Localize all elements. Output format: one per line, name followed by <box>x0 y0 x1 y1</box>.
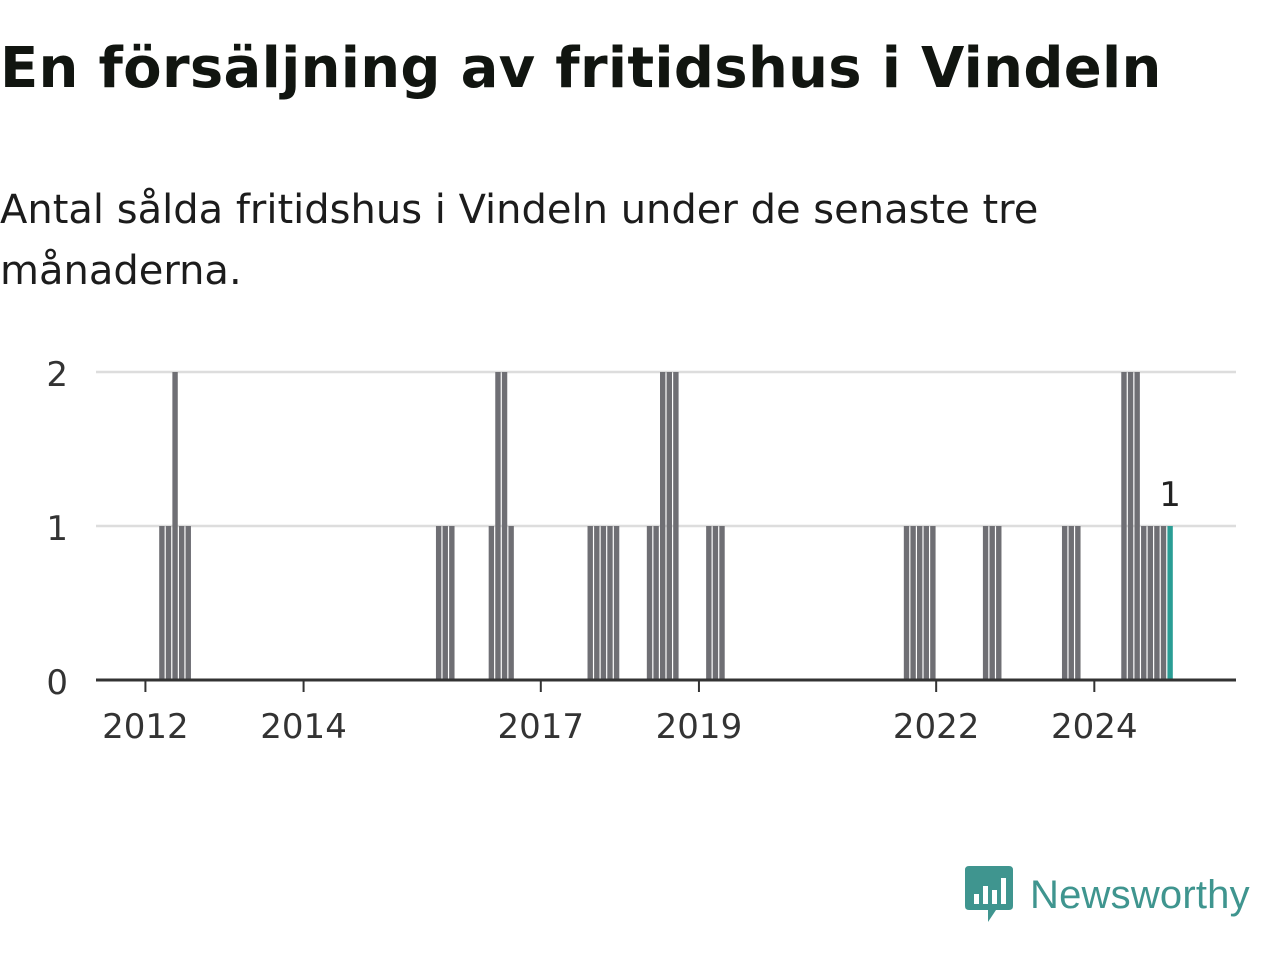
bar <box>1068 526 1074 680</box>
bar <box>989 526 995 680</box>
bar <box>673 372 679 680</box>
bar <box>916 526 923 680</box>
x-tick-label: 2017 <box>498 707 585 747</box>
bar <box>646 526 653 680</box>
bar <box>495 372 501 680</box>
x-tick-label: 2022 <box>893 707 980 747</box>
bar <box>607 526 613 680</box>
bar <box>653 526 659 680</box>
bar <box>508 526 514 680</box>
bar <box>594 526 600 680</box>
x-tick-label: 2012 <box>102 707 189 747</box>
bar <box>185 526 191 680</box>
bar <box>449 526 455 680</box>
bar <box>1154 526 1160 680</box>
newsworthy-logo-icon <box>965 866 1013 922</box>
bar <box>172 372 178 680</box>
bar <box>613 526 620 680</box>
bar <box>982 526 989 680</box>
bar <box>159 526 165 680</box>
bar <box>442 526 448 680</box>
bar <box>1075 526 1081 680</box>
bar <box>501 372 508 680</box>
x-tick-label: 2019 <box>656 707 743 747</box>
bar <box>706 526 712 680</box>
bar <box>719 526 725 680</box>
brand-name: Newsworthy <box>1030 872 1250 917</box>
x-tick-label: 2024 <box>1051 707 1138 747</box>
bar <box>587 526 593 680</box>
bar <box>1160 526 1167 680</box>
bar <box>1147 526 1154 680</box>
bar <box>435 526 442 680</box>
bar <box>1134 372 1140 680</box>
bar <box>1167 526 1173 680</box>
bar <box>178 526 185 680</box>
y-tick-label: 0 <box>46 663 68 703</box>
chart-subtitle: Antal sålda fritidshus i Vindeln under d… <box>0 187 1039 294</box>
bar <box>910 526 916 680</box>
y-tick-label: 2 <box>46 355 68 395</box>
bar <box>666 372 672 680</box>
bar <box>488 526 495 680</box>
chart-title: En försäljning av fritidshus i Vindeln <box>0 36 1162 101</box>
bar <box>712 526 719 680</box>
bar <box>165 526 172 680</box>
bar <box>1061 526 1068 680</box>
data-label: 1 <box>1159 475 1181 515</box>
bar <box>660 372 666 680</box>
bar <box>930 526 936 680</box>
y-tick-label: 1 <box>46 509 68 549</box>
bar <box>1141 526 1147 680</box>
bar <box>1127 372 1134 680</box>
brand-logo: Newsworthy <box>964 864 1250 926</box>
bar <box>996 526 1002 680</box>
x-tick-label: 2014 <box>260 707 347 747</box>
bar <box>923 526 929 680</box>
bar <box>600 526 607 680</box>
bar <box>903 526 910 680</box>
bar <box>1121 372 1127 680</box>
